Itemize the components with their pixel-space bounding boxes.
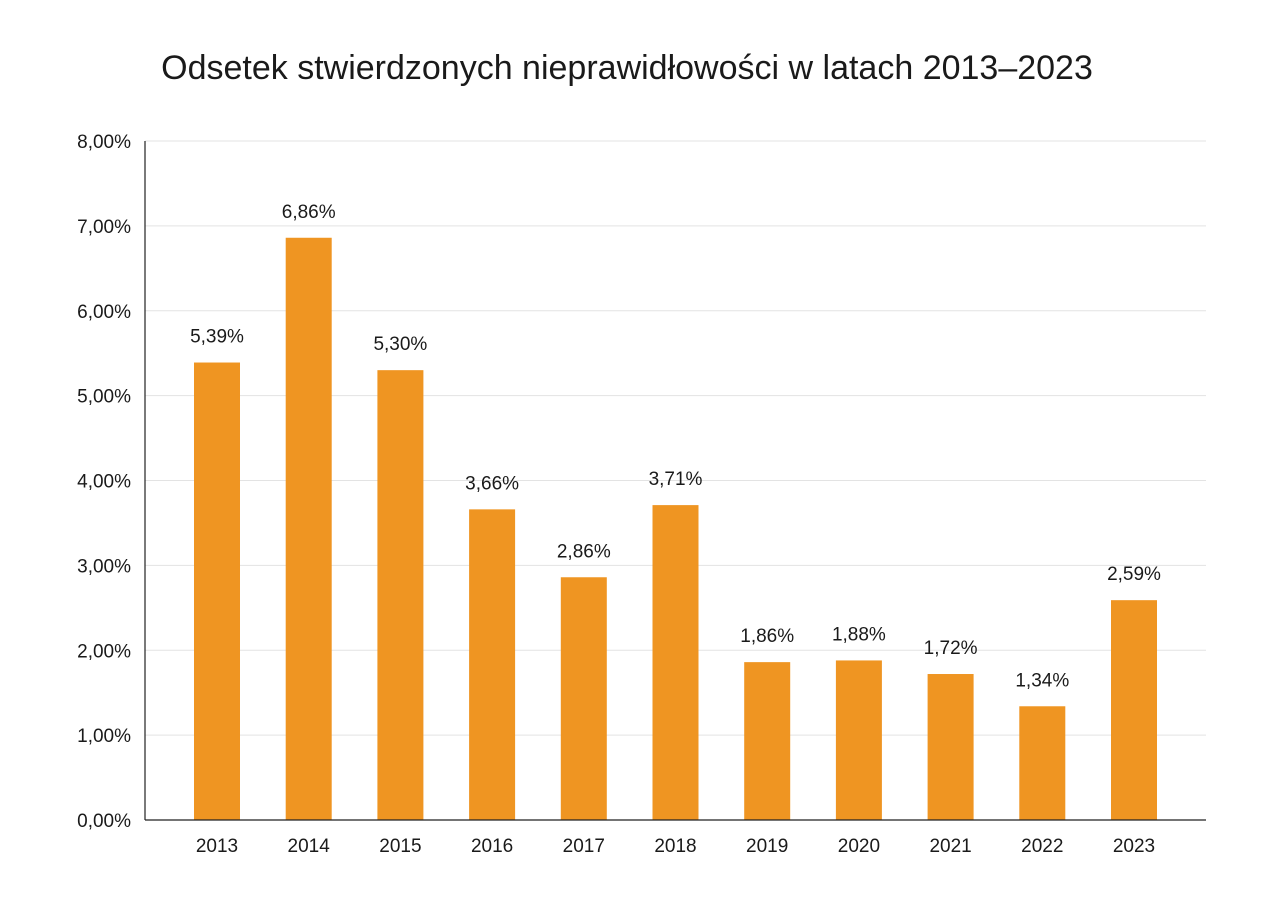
x-tick-label: 2018 — [654, 836, 696, 857]
y-tick-label: 6,00% — [77, 302, 131, 323]
bar-2020 — [835, 660, 882, 820]
y-tick-label: 1,00% — [77, 726, 131, 747]
data-label-2020: 1,88% — [832, 624, 886, 645]
x-tick-label: 2023 — [1113, 836, 1155, 857]
x-tick-label: 2016 — [471, 836, 513, 857]
data-label-2018: 3,71% — [649, 469, 703, 490]
data-label-2013: 5,39% — [190, 327, 244, 348]
x-tick-label: 2022 — [1021, 836, 1063, 857]
y-tick-label: 4,00% — [77, 472, 131, 493]
x-tick-label: 2014 — [288, 836, 331, 857]
bar-2015 — [377, 370, 424, 820]
bar-2022 — [1019, 706, 1066, 820]
y-tick-label: 5,00% — [77, 387, 131, 408]
x-tick-label: 2017 — [563, 836, 605, 857]
y-tick-label: 2,00% — [77, 641, 131, 662]
data-label-2023: 2,59% — [1107, 564, 1161, 585]
bar-2016 — [469, 509, 516, 820]
bar-2019 — [744, 662, 791, 820]
bar-2023 — [1111, 600, 1157, 820]
chart-title: Odsetek stwierdzonych nieprawidłowości w… — [161, 49, 1093, 87]
x-tick-label: 2019 — [746, 836, 788, 857]
y-tick-label: 7,00% — [77, 217, 131, 238]
bar-2021 — [927, 674, 974, 820]
x-tick-label: 2013 — [196, 836, 238, 857]
data-label-2016: 3,66% — [465, 473, 519, 494]
data-label-2021: 1,72% — [924, 638, 978, 659]
bar-2017 — [560, 577, 607, 820]
data-label-2019: 1,86% — [740, 626, 794, 647]
data-label-2017: 2,86% — [557, 541, 611, 562]
data-label-2015: 5,30% — [373, 334, 427, 355]
bar-2018 — [652, 505, 699, 820]
x-tick-label: 2015 — [379, 836, 421, 857]
y-tick-label: 3,00% — [77, 556, 131, 577]
data-label-2022: 1,34% — [1015, 670, 1069, 691]
bar-2014 — [285, 237, 332, 820]
y-tick-label: 0,00% — [77, 811, 131, 832]
data-label-2014: 6,86% — [282, 202, 336, 223]
bar-2013 — [194, 362, 240, 820]
y-tick-label: 8,00% — [77, 132, 131, 153]
x-tick-label: 2021 — [929, 836, 971, 857]
x-tick-label: 2020 — [838, 836, 880, 857]
